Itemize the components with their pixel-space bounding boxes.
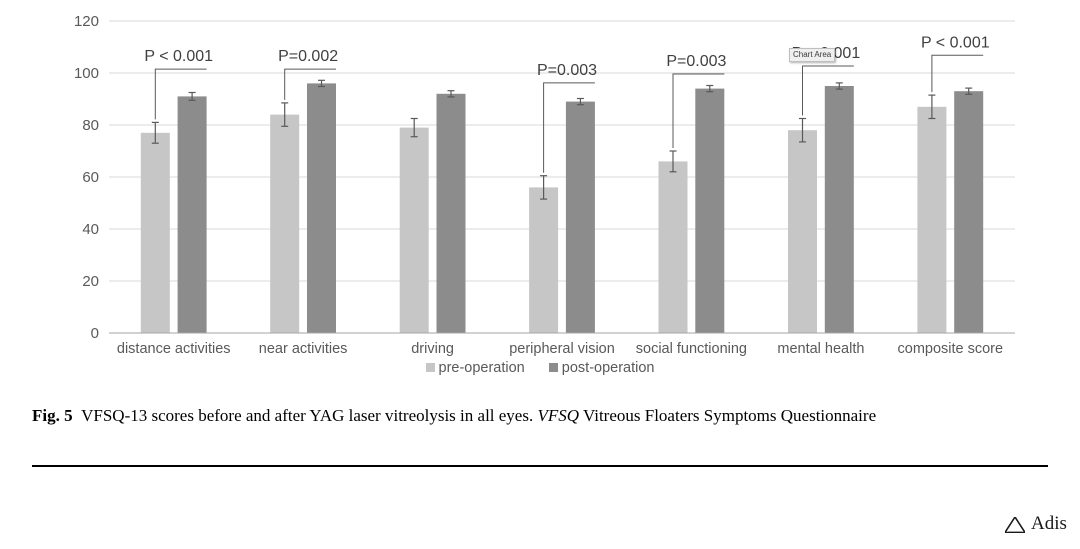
svg-text:80: 80	[82, 117, 99, 134]
svg-text:mental health: mental health	[777, 341, 864, 357]
svg-text:120: 120	[74, 13, 99, 30]
svg-text:peripheral vision: peripheral vision	[509, 341, 615, 357]
svg-text:driving: driving	[411, 341, 454, 357]
svg-text:20: 20	[82, 273, 99, 290]
svg-text:P=0.003: P=0.003	[666, 53, 726, 70]
svg-text:0: 0	[91, 325, 99, 342]
svg-text:100: 100	[74, 65, 99, 82]
svg-text:P=0.002: P=0.002	[278, 48, 338, 65]
svg-text:near activities: near activities	[259, 341, 348, 357]
svg-text:60: 60	[82, 169, 99, 186]
svg-text:social functioning: social functioning	[636, 341, 747, 357]
svg-text:distance activities: distance activities	[117, 341, 231, 357]
svg-text:40: 40	[82, 221, 99, 238]
svg-text:P < 0.001: P < 0.001	[144, 48, 213, 65]
svg-text:P=0.003: P=0.003	[537, 62, 597, 79]
svg-text:P < 0.001: P < 0.001	[921, 34, 990, 51]
svg-text:composite score: composite score	[898, 341, 1004, 357]
